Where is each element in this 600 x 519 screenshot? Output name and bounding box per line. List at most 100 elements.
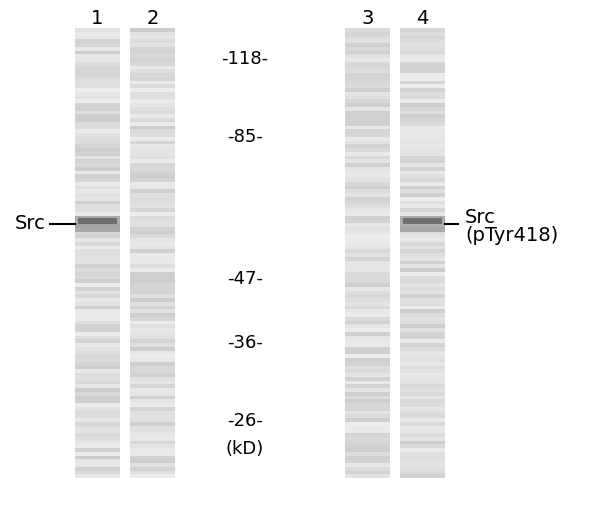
Bar (130, 167, 175, 171)
Bar (345, 227, 390, 230)
Bar (130, 88, 175, 92)
Bar (130, 182, 175, 185)
Bar (130, 54, 175, 58)
Bar (130, 392, 175, 395)
Bar (75, 212, 120, 215)
Bar (75, 92, 120, 95)
Bar (75, 216, 120, 232)
Bar (345, 35, 390, 39)
Bar (345, 126, 390, 129)
Bar (345, 279, 390, 283)
Bar (345, 215, 390, 219)
Bar (400, 283, 445, 287)
Bar (130, 373, 175, 377)
Bar (130, 429, 175, 433)
Bar (75, 118, 120, 122)
Bar (75, 328, 120, 332)
Bar (130, 362, 175, 365)
Bar (75, 395, 120, 399)
Text: Src: Src (15, 214, 46, 233)
Bar (130, 452, 175, 456)
Bar (75, 77, 120, 80)
Bar (130, 287, 175, 291)
Bar (345, 69, 390, 73)
Bar (400, 88, 445, 92)
Bar (130, 174, 175, 178)
Bar (400, 35, 445, 39)
Bar (75, 306, 120, 309)
Bar (400, 114, 445, 118)
Bar (400, 69, 445, 73)
Bar (75, 272, 120, 276)
Bar (345, 395, 390, 399)
Bar (130, 335, 175, 339)
Bar (400, 189, 445, 193)
Bar (130, 62, 175, 65)
Bar (75, 354, 120, 358)
Bar (345, 58, 390, 62)
Bar (130, 178, 175, 182)
Bar (75, 73, 120, 77)
Bar (400, 354, 445, 358)
Bar (400, 73, 445, 77)
Bar (130, 73, 175, 77)
Bar (345, 84, 390, 88)
Bar (75, 178, 120, 182)
Bar (345, 223, 390, 227)
Bar (75, 429, 120, 433)
Bar (400, 253, 445, 257)
Bar (400, 347, 445, 350)
Bar (130, 358, 175, 362)
Bar (130, 148, 175, 152)
Bar (75, 350, 120, 354)
Bar (130, 136, 175, 141)
Bar (400, 126, 445, 129)
Bar (400, 335, 445, 339)
Bar (345, 456, 390, 459)
Bar (130, 467, 175, 471)
Bar (75, 245, 120, 249)
Bar (400, 264, 445, 268)
Bar (345, 422, 390, 426)
Bar (345, 467, 390, 471)
Bar (130, 242, 175, 245)
Bar (75, 392, 120, 395)
Bar (345, 28, 390, 32)
Bar (400, 343, 445, 347)
Bar (400, 456, 445, 459)
Bar (400, 429, 445, 433)
Bar (345, 261, 390, 264)
Bar (130, 328, 175, 332)
Bar (345, 302, 390, 306)
Bar (345, 185, 390, 189)
Bar (400, 358, 445, 362)
Bar (345, 73, 390, 77)
Bar (345, 50, 390, 54)
Bar (130, 39, 175, 43)
Bar (345, 452, 390, 456)
Bar (400, 118, 445, 122)
Bar (130, 219, 175, 223)
Bar (345, 171, 390, 174)
Bar (345, 414, 390, 418)
Bar (400, 369, 445, 373)
Bar (130, 350, 175, 354)
Bar (345, 463, 390, 467)
Bar (75, 152, 120, 156)
Bar (75, 95, 120, 99)
Bar (75, 133, 120, 136)
Bar (75, 321, 120, 324)
Bar (345, 144, 390, 148)
Bar (345, 193, 390, 197)
Bar (130, 215, 175, 219)
Bar (345, 369, 390, 373)
Bar (400, 227, 445, 230)
Bar (75, 107, 120, 111)
Bar (345, 159, 390, 163)
Bar (345, 437, 390, 441)
Bar (400, 204, 445, 208)
Bar (345, 313, 390, 317)
Bar (75, 377, 120, 380)
Bar (345, 317, 390, 321)
Bar (345, 441, 390, 444)
